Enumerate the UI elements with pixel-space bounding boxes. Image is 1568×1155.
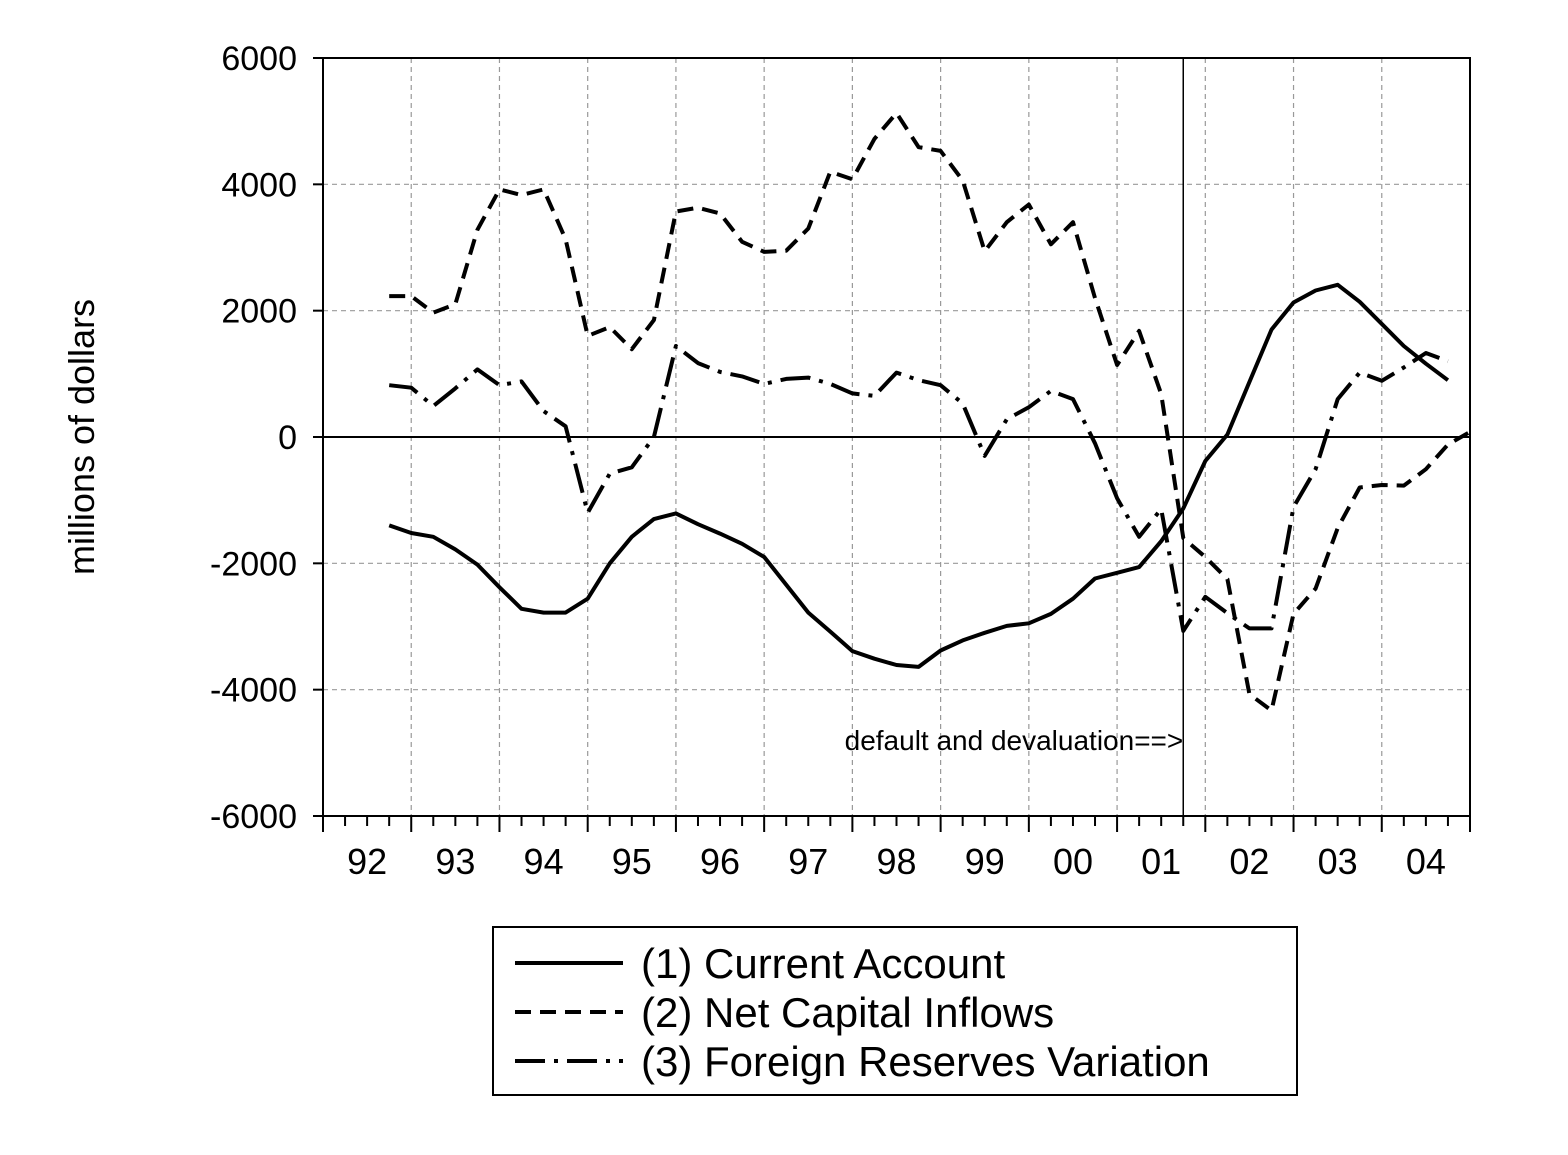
x-tick-label: 04	[1406, 841, 1446, 882]
y-tick-label: 0	[278, 419, 297, 457]
legend-label-3: (3) Foreign Reserves Variation	[641, 1038, 1210, 1085]
series-line-2	[389, 111, 1471, 713]
x-tick-label: 95	[612, 841, 652, 882]
series-line-1	[388, 282, 1450, 669]
x-tick-label: 03	[1318, 841, 1358, 882]
y-tick-label: -6000	[210, 798, 297, 836]
y-tick-label: -2000	[210, 545, 297, 583]
x-tick-label: 98	[876, 841, 916, 882]
legend-label-1: (1) Current Account	[641, 940, 1005, 987]
x-tick-label: 00	[1053, 841, 1093, 882]
x-tick-label: 94	[524, 841, 564, 882]
legend-label-2: (2) Net Capital Inflows	[641, 989, 1054, 1036]
x-tick-label: 96	[700, 841, 740, 882]
x-tick-label: 99	[965, 841, 1005, 882]
legend: (1) Current Account(2) Net Capital Inflo…	[492, 926, 1298, 1096]
axes: 6000 4000 2000 0 -2000 -4000 -6000 92 93 94 95 96 97…	[61, 40, 1471, 882]
legend-box	[492, 926, 1298, 1096]
series-line-3	[388, 344, 1449, 633]
event-annotation: default and devaluation==>	[845, 725, 1184, 756]
y-tick-label: -4000	[210, 672, 297, 710]
y-tick-label: 6000	[221, 40, 297, 78]
annotation-layer: default and devaluation==>	[845, 58, 1184, 816]
series-lines	[388, 111, 1471, 713]
x-tick-label: 97	[788, 841, 828, 882]
x-tick-label: 93	[435, 841, 475, 882]
y-tick-label: 2000	[221, 293, 297, 331]
x-tick-label: 92	[347, 841, 387, 882]
x-tick-label: 01	[1141, 841, 1181, 882]
y-axis-label: millions of dollars	[61, 299, 102, 575]
y-tick-label: 4000	[221, 166, 297, 204]
x-tick-label: 02	[1229, 841, 1269, 882]
